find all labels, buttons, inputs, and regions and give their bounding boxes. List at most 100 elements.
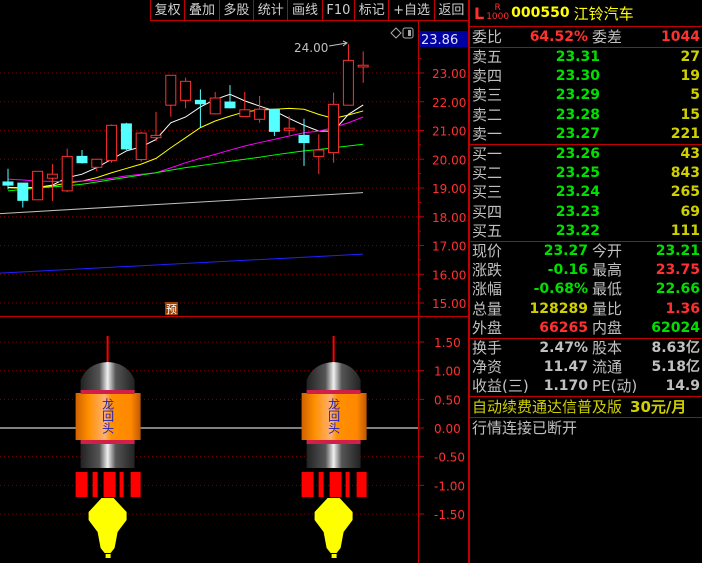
candle[interactable] bbox=[76, 150, 88, 164]
candle[interactable] bbox=[209, 91, 221, 115]
candle-body bbox=[194, 99, 206, 105]
candle[interactable] bbox=[46, 164, 58, 201]
order-book-row[interactable]: 卖五 23.31 27 bbox=[470, 48, 702, 67]
stat-label: PE(动) bbox=[592, 377, 638, 396]
stat-label: 量比 bbox=[592, 299, 623, 318]
rocket-ring bbox=[80, 390, 135, 394]
candle[interactable] bbox=[91, 158, 103, 172]
candle[interactable] bbox=[32, 170, 44, 201]
rocket-signal[interactable]: 龙回头 bbox=[301, 336, 367, 558]
panel-toggle-icon[interactable] bbox=[402, 27, 414, 39]
ma10-line bbox=[7, 107, 364, 189]
stat-value: 2.47% bbox=[539, 339, 588, 356]
candle[interactable] bbox=[313, 134, 325, 175]
candle[interactable] bbox=[254, 96, 266, 123]
rocket-flame-bar bbox=[301, 472, 314, 497]
price-tick-label: 20.00 bbox=[432, 153, 466, 167]
weicha-value: 1044 bbox=[661, 28, 700, 45]
candle[interactable] bbox=[268, 108, 280, 136]
stat-row: 外盘 66265 内盘 62024 bbox=[470, 319, 702, 338]
order-book-row[interactable]: 买四 23.23 69 bbox=[470, 203, 702, 222]
level-label: 卖五 bbox=[472, 48, 503, 67]
order-book-row[interactable]: 卖四 23.30 19 bbox=[470, 67, 702, 86]
stat-row: 涨跌 -0.16 最高 23.75 bbox=[470, 261, 702, 280]
candle[interactable] bbox=[165, 74, 177, 117]
candle[interactable] bbox=[180, 77, 192, 109]
order-book-row[interactable]: 卖二 23.28 15 bbox=[470, 106, 702, 125]
toolbar-button[interactable]: 统计 bbox=[253, 0, 287, 20]
candle[interactable] bbox=[194, 89, 206, 128]
candle[interactable] bbox=[150, 111, 162, 142]
candle[interactable] bbox=[120, 122, 132, 151]
candle[interactable] bbox=[328, 92, 340, 163]
rocket-ring bbox=[306, 440, 361, 444]
candle[interactable] bbox=[224, 85, 236, 109]
level-volume: 111 bbox=[670, 222, 700, 239]
candle[interactable] bbox=[17, 182, 29, 208]
toolbar-button[interactable]: F10 bbox=[321, 0, 354, 20]
order-book-row[interactable]: 卖三 23.29 5 bbox=[470, 86, 702, 105]
stat-value: 23.75 bbox=[655, 262, 700, 279]
stat-value: 11.47 bbox=[543, 359, 588, 376]
candle-body bbox=[17, 182, 29, 201]
ma120-line bbox=[0, 253, 364, 274]
level-price: 23.27 bbox=[555, 125, 600, 142]
toolbar-button[interactable]: 多股 bbox=[218, 0, 253, 20]
candle[interactable] bbox=[106, 124, 118, 163]
order-book-row[interactable]: 买三 23.24 265 bbox=[470, 183, 702, 202]
diamond-icon[interactable] bbox=[390, 27, 402, 39]
candle-body bbox=[239, 109, 251, 117]
lot-size: 1000 bbox=[486, 12, 510, 22]
candle[interactable] bbox=[342, 44, 354, 106]
rocket-label: 龙回头 bbox=[101, 398, 115, 434]
candle[interactable] bbox=[135, 131, 147, 162]
candle[interactable] bbox=[2, 168, 14, 190]
rights-flag: R 1000 bbox=[486, 4, 509, 22]
level-price: 23.31 bbox=[555, 49, 600, 66]
candle[interactable] bbox=[357, 51, 369, 83]
price-tick-label: 15.00 bbox=[432, 297, 466, 311]
stat-value: 5.18亿 bbox=[651, 359, 700, 376]
stat-value: 23.27 bbox=[543, 242, 588, 259]
toolbar-button[interactable]: 标记 bbox=[354, 0, 388, 20]
finance-table: 换手 2.47% 股本 8.63亿 净资 11.47 流通 5.18亿 收益(三) 1.170 PE… bbox=[470, 339, 702, 398]
price-tick-label: 19.00 bbox=[432, 182, 466, 196]
candle[interactable] bbox=[239, 91, 251, 117]
rocket-flame-bar bbox=[119, 472, 124, 497]
stat-value: 128289 bbox=[529, 300, 588, 317]
level-volume: 5 bbox=[690, 87, 700, 104]
candle[interactable] bbox=[61, 148, 73, 193]
level-price: 23.30 bbox=[555, 68, 600, 85]
candle-body bbox=[150, 134, 162, 139]
order-book-row[interactable]: 买二 23.25 843 bbox=[470, 164, 702, 183]
level-volume: 843 bbox=[670, 165, 700, 182]
rocket-signal[interactable]: 龙回头 bbox=[75, 336, 141, 558]
stat-label: 最高 bbox=[592, 261, 623, 280]
ad-text: 自动续费通达信普及版 bbox=[472, 398, 623, 417]
stat-row: 收益(三) 1.170 PE(动) 14.9 bbox=[470, 377, 702, 396]
candle[interactable] bbox=[283, 116, 295, 135]
toolbar-button[interactable]: 复权 bbox=[150, 0, 184, 20]
stat-value: 62024 bbox=[651, 319, 700, 336]
toolbar-button[interactable]: 叠加 bbox=[184, 0, 218, 20]
toolbar-button[interactable]: 返回 bbox=[433, 0, 468, 20]
stat-row: 换手 2.47% 股本 8.63亿 bbox=[470, 339, 702, 358]
quote-panel: L R 1000 000550 江铃汽车 委比 64.52% 委差 1044 卖五… bbox=[468, 0, 702, 563]
candle[interactable] bbox=[298, 118, 310, 166]
level-price: 23.24 bbox=[555, 184, 600, 201]
order-book-row[interactable]: 卖一 23.27 221 bbox=[470, 125, 702, 144]
level-price: 23.25 bbox=[555, 165, 600, 182]
ad-banner[interactable]: 自动续费通达信普及版 30元/月 bbox=[470, 397, 702, 419]
kline-chart[interactable]: 23.00 22.00 21.00 20.00 19.00 18.00 17.00 16.00… bbox=[0, 0, 468, 563]
level-volume: 221 bbox=[670, 125, 700, 142]
indicator-tick-label: 1.50 bbox=[434, 336, 461, 350]
toolbar-button[interactable]: 画线 bbox=[287, 0, 321, 20]
order-book-row[interactable]: 买一 23.26 43 bbox=[470, 145, 702, 164]
forecast-marker: 预 bbox=[166, 303, 177, 316]
toolbar-button[interactable]: +自选 bbox=[388, 0, 433, 20]
stat-value: -0.68% bbox=[533, 281, 588, 298]
order-book-row[interactable]: 买五 23.22 111 bbox=[470, 222, 702, 241]
stat-label: 收益(三) bbox=[472, 377, 529, 396]
rocket-flame-bar bbox=[103, 472, 116, 497]
stock-code: 000550 bbox=[511, 5, 570, 21]
